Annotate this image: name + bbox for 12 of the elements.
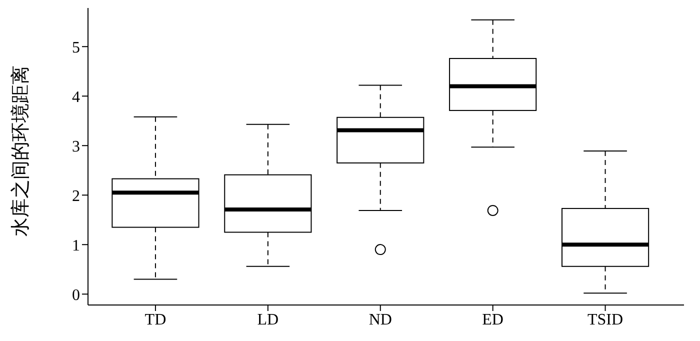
x-tick-label: ND <box>368 311 392 328</box>
x-tick-label: TD <box>144 311 166 328</box>
x-tick-label: TSID <box>588 311 624 328</box>
y-tick-label: 1 <box>72 237 80 254</box>
y-tick-label: 4 <box>72 88 80 106</box>
x-tick-label: ED <box>482 311 504 328</box>
y-tick-label: 3 <box>72 138 80 156</box>
y-tick-label: 5 <box>72 39 80 56</box>
y-axis-title: 水库之间的环境距离 <box>10 66 32 236</box>
y-tick-label: 0 <box>72 286 80 304</box>
y-tick-label: 2 <box>72 188 80 205</box>
x-tick-label: LD <box>257 311 279 328</box>
